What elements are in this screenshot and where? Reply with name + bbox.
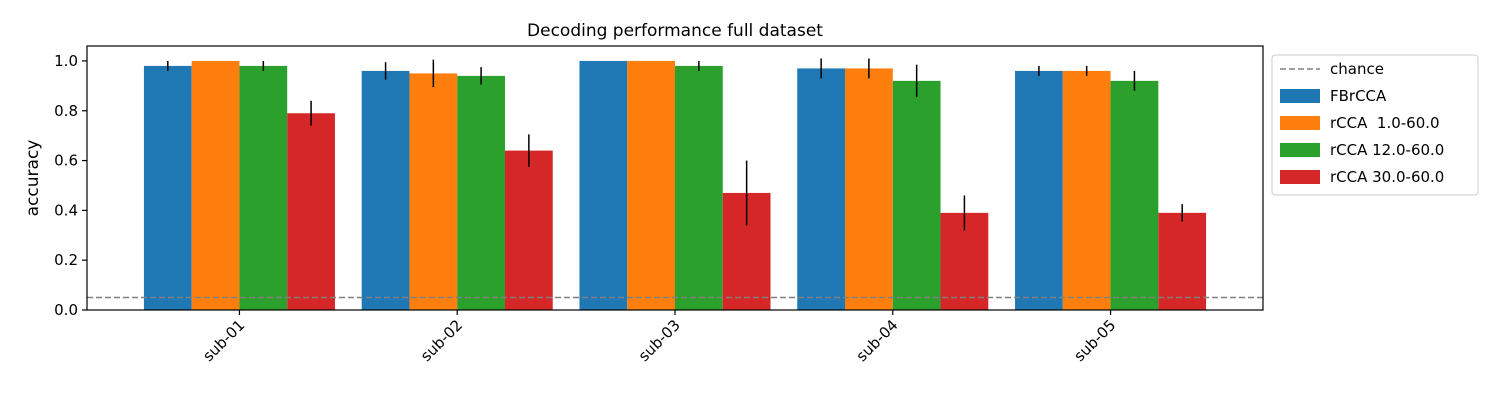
bar-sub-02-series-0 [361, 70, 410, 310]
y-tick-label: 1.0 [54, 52, 78, 70]
bar-sub-05-series-1 [1062, 70, 1111, 310]
bar-sub-05-series-3 [1158, 212, 1207, 310]
bar-sub-04-series-1 [845, 68, 893, 310]
legend-box [1271, 54, 1479, 196]
x-tick-label: sub-02 [417, 316, 466, 365]
legend-label-series-2: rCCA 12.0-60.0 [1330, 141, 1444, 159]
legend-label-series-0: FBrCCA [1330, 87, 1387, 105]
y-tick-label: 0.8 [54, 102, 78, 120]
bar-sub-03-series-1 [627, 60, 675, 311]
bar-sub-01-series-3 [287, 113, 335, 310]
y-tick-label: 0.4 [54, 201, 78, 219]
legend-swatch-series-2 [1280, 143, 1320, 157]
y-tick-label: 0.6 [54, 152, 78, 170]
x-tick-label: sub-03 [635, 316, 684, 365]
legend-label-series-1: rCCA 1.0-60.0 [1330, 114, 1440, 132]
bar-sub-02-series-2 [457, 75, 505, 310]
bar-sub-01-series-0 [143, 65, 192, 310]
bar-sub-03-series-2 [675, 65, 723, 310]
bar-sub-01-series-2 [239, 65, 288, 310]
bar-sub-05-series-0 [1015, 70, 1063, 310]
x-tick-label: sub-05 [1070, 316, 1119, 365]
chart-title: Decoding performance full dataset [527, 21, 823, 41]
y-axis-label: accuracy [23, 140, 43, 217]
bar-sub-02-series-3 [504, 150, 553, 310]
bar-sub-02-series-1 [409, 73, 458, 310]
bar-sub-04-series-2 [892, 80, 941, 311]
legend-label-series-3: rCCA 30.0-60.0 [1330, 168, 1444, 186]
legend-swatch-series-1 [1280, 116, 1320, 130]
y-tick-label: 0.0 [54, 301, 78, 319]
bar-sub-01-series-1 [191, 60, 240, 311]
y-tick-label: 0.2 [54, 251, 78, 269]
legend-swatch-series-0 [1280, 89, 1320, 103]
x-tick-label: sub-04 [853, 316, 902, 365]
bar-sub-04-series-0 [797, 68, 846, 310]
bar-sub-03-series-0 [579, 60, 628, 311]
bar-sub-05-series-2 [1110, 80, 1159, 311]
legend-chance-label: chance [1330, 60, 1384, 78]
legend-swatch-series-3 [1280, 170, 1320, 184]
legend: chance FBrCCA rCCA 1.0-60.0 rCCA 12.0-60.0 r… [1271, 54, 1479, 196]
x-tick-label: sub-01 [199, 316, 248, 365]
plot-area: 0.0 0.2 0.4 0.6 0.8 1.0 sub-01 sub-02 sub-03 sub-… [54, 45, 1264, 365]
